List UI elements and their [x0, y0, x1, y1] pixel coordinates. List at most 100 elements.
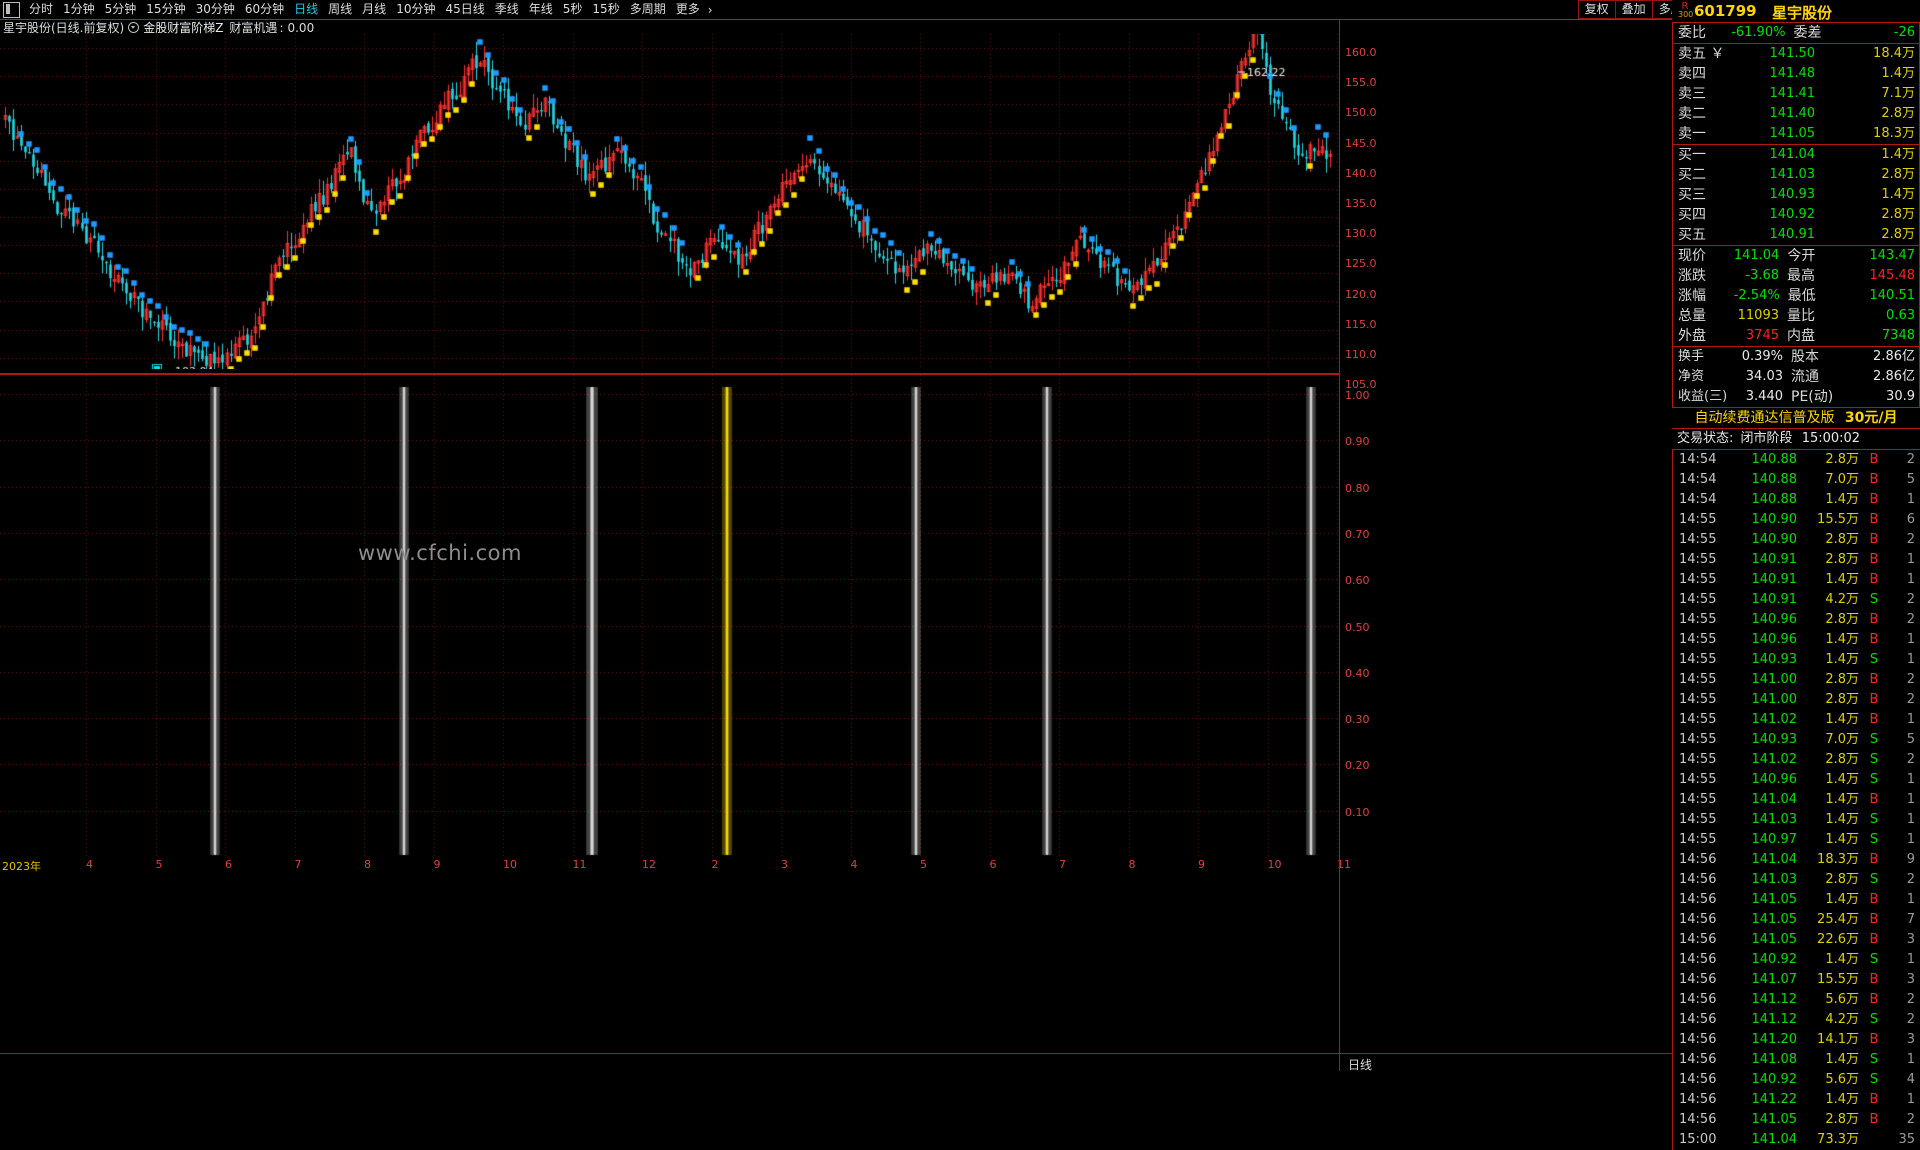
tick-row[interactable]: 14:56 141.20 14.1万 B 3 — [1673, 1030, 1920, 1050]
tick-row[interactable]: 14:56 141.03 2.8万 S 2 — [1673, 870, 1920, 890]
tick-row[interactable]: 14:54 140.88 1.4万 B 1 — [1673, 490, 1920, 510]
chevron-down-circle-icon[interactable] — [128, 22, 140, 33]
tick-time: 14:56 — [1679, 1072, 1717, 1087]
tick-direction: B — [1869, 552, 1879, 567]
tick-row[interactable]: 14:55 140.90 15.5万 B 6 — [1673, 510, 1920, 530]
ask-row[interactable]: 卖四 141.48 1.4万 — [1673, 64, 1919, 84]
date-axis-tick: 6 — [225, 858, 232, 871]
overlay-button[interactable]: 叠加 — [1614, 0, 1652, 19]
tab-1min[interactable]: 1分钟 — [63, 2, 95, 16]
bid-row[interactable]: 买二 141.03 2.8万 — [1673, 165, 1919, 185]
ask-row[interactable]: 卖三 141.41 7.1万 — [1673, 84, 1919, 104]
tick-row[interactable]: 14:55 140.96 1.4万 S 1 — [1673, 770, 1920, 790]
quote-fundamental-row: 收益(三) 3.440 PE(动) 30.9 — [1673, 387, 1919, 407]
tick-row[interactable]: 14:55 140.96 2.8万 B 2 — [1673, 610, 1920, 630]
tick-direction: B — [1869, 1092, 1879, 1107]
adjust-price-button[interactable]: 复权 — [1577, 0, 1615, 19]
tick-row[interactable]: 14:55 140.91 1.4万 B 1 — [1673, 570, 1920, 590]
date-axis-tick: 12 — [642, 858, 656, 871]
tick-volume: 4.2万 — [1825, 1012, 1859, 1027]
tab-yearly[interactable]: 年线 — [528, 2, 553, 16]
tick-row[interactable]: 14:55 140.91 2.8万 B 1 — [1673, 550, 1920, 570]
bid-row[interactable]: 买三 140.93 1.4万 — [1673, 185, 1919, 205]
tick-row[interactable]: 14:55 140.93 1.4万 S 1 — [1673, 650, 1920, 670]
tick-row[interactable]: 15:00 141.04 73.3万 35 — [1673, 1130, 1920, 1150]
tick-row[interactable]: 14:55 140.93 7.0万 S 5 — [1673, 730, 1920, 750]
tick-count: 3 — [1906, 932, 1915, 947]
tab-60min[interactable]: 60分钟 — [244, 2, 285, 16]
tick-row[interactable]: 14:55 141.00 2.8万 B 2 — [1673, 690, 1920, 710]
tick-count: 3 — [1906, 1032, 1915, 1047]
tab-45day[interactable]: 45日线 — [445, 2, 485, 16]
tick-row[interactable]: 14:55 141.00 2.8万 B 2 — [1673, 670, 1920, 690]
tick-price: 141.08 — [1751, 1052, 1798, 1067]
tick-row[interactable]: 14:56 141.08 1.4万 S 1 — [1673, 1050, 1920, 1070]
tick-row[interactable]: 14:56 141.05 25.4万 B 7 — [1673, 910, 1920, 930]
tick-row[interactable]: 14:56 141.04 18.3万 B 9 — [1673, 850, 1920, 870]
tick-row[interactable]: 14:55 140.91 4.2万 S 2 — [1673, 590, 1920, 610]
tick-row[interactable]: 14:56 141.05 1.4万 B 1 — [1673, 890, 1920, 910]
tab-quarterly[interactable]: 季线 — [494, 2, 519, 16]
tick-row[interactable]: 14:55 140.97 1.4万 S 1 — [1673, 830, 1920, 850]
tick-direction: B — [1869, 452, 1879, 467]
ratio-value: -61.90% — [1731, 25, 1786, 40]
tick-time: 14:56 — [1679, 1092, 1717, 1107]
tab-multi-period[interactable]: 多周期 — [629, 2, 666, 16]
tick-row[interactable]: 14:54 140.88 7.0万 B 5 — [1673, 470, 1920, 490]
tick-row[interactable]: 14:55 141.02 1.4万 B 1 — [1673, 710, 1920, 730]
level-price: 141.48 — [1769, 66, 1816, 81]
sub-indicator-chart[interactable]: www.cfchi.com — [0, 374, 1339, 857]
ask-row[interactable]: 卖一 141.05 18.3万 — [1673, 124, 1919, 144]
tab-10min[interactable]: 10分钟 — [396, 2, 436, 16]
tick-count: 3 — [1906, 972, 1915, 987]
fund-label-left: 收益(三) — [1678, 389, 1728, 404]
bid-row[interactable]: 买四 140.92 2.8万 — [1673, 205, 1919, 225]
tick-row[interactable]: 14:56 141.05 2.8万 B 2 — [1673, 1110, 1920, 1130]
tick-list[interactable]: 14:54 140.88 2.8万 B 2 14:54 140.88 7.0万 B 5 14:54 1… — [1672, 450, 1920, 1150]
tick-row[interactable]: 14:56 141.12 5.6万 B 2 — [1673, 990, 1920, 1010]
tick-row[interactable]: 14:54 140.88 2.8万 B 2 — [1673, 450, 1920, 470]
tick-volume: 7.0万 — [1825, 732, 1859, 747]
tab-daily[interactable]: 日线 — [294, 2, 319, 16]
date-axis-tick: 4 — [86, 858, 93, 871]
tick-row[interactable]: 14:55 140.90 2.8万 B 2 — [1673, 530, 1920, 550]
trade-status-value: 闭市阶段 — [1740, 431, 1793, 446]
window-icon[interactable] — [3, 1, 20, 18]
tab-5min[interactable]: 5分钟 — [104, 2, 137, 16]
tick-time: 14:55 — [1679, 552, 1717, 567]
tab-5sec[interactable]: 5秒 — [562, 2, 583, 16]
tick-direction: S — [1869, 752, 1879, 767]
tick-row[interactable]: 14:55 141.04 1.4万 B 1 — [1673, 790, 1920, 810]
tick-row[interactable]: 14:56 140.92 1.4万 S 1 — [1673, 950, 1920, 970]
tick-direction: S — [1869, 1052, 1879, 1067]
ask-row[interactable]: 卖二 141.40 2.8万 — [1673, 104, 1919, 124]
ad-banner[interactable]: 自动续费通达信普及版 30元/月 — [1672, 407, 1920, 429]
tab-15min[interactable]: 15分钟 — [146, 2, 186, 16]
ask-row[interactable]: 卖五 ￥ 141.50 18.4万 — [1673, 44, 1919, 64]
indicator-name[interactable]: 金股财富阶梯Z — [143, 21, 224, 35]
tick-price: 141.04 — [1751, 1132, 1798, 1147]
tab-weekly[interactable]: 周线 — [328, 2, 353, 16]
main-price-chart[interactable] — [0, 34, 1339, 369]
diff-label: 委差 — [1793, 25, 1822, 41]
bid-row[interactable]: 买一 141.04 1.4万 — [1673, 145, 1919, 165]
chevron-right-icon[interactable]: › — [707, 2, 713, 17]
tick-row[interactable]: 14:55 141.02 2.8万 S 2 — [1673, 750, 1920, 770]
date-axis-year: 2023年 — [2, 860, 41, 873]
tick-row[interactable]: 14:55 140.96 1.4万 B 1 — [1673, 630, 1920, 650]
tick-row[interactable]: 14:56 141.07 15.5万 B 3 — [1673, 970, 1920, 990]
tab-15sec[interactable]: 15秒 — [592, 2, 620, 16]
price-axis-tick: 150.0 — [1345, 106, 1377, 120]
tab-monthly[interactable]: 月线 — [362, 2, 387, 16]
tick-row[interactable]: 14:56 141.22 1.4万 B 1 — [1673, 1090, 1920, 1110]
tick-row[interactable]: 14:56 141.12 4.2万 S 2 — [1673, 1010, 1920, 1030]
tick-row[interactable]: 14:56 140.92 5.6万 S 4 — [1673, 1070, 1920, 1090]
tick-row[interactable]: 14:56 141.05 22.6万 B 3 — [1673, 930, 1920, 950]
tick-row[interactable]: 14:55 141.03 1.4万 S 1 — [1673, 810, 1920, 830]
tab-more[interactable]: 更多 — [675, 2, 700, 16]
sub-axis-tick: 0.60 — [1345, 574, 1370, 588]
bid-row[interactable]: 买五 140.91 2.8万 — [1673, 225, 1919, 245]
fund-label-right: 流通 — [1791, 369, 1819, 385]
tab-fenshi[interactable]: 分时 — [29, 2, 54, 16]
tab-30min[interactable]: 30分钟 — [195, 2, 235, 16]
